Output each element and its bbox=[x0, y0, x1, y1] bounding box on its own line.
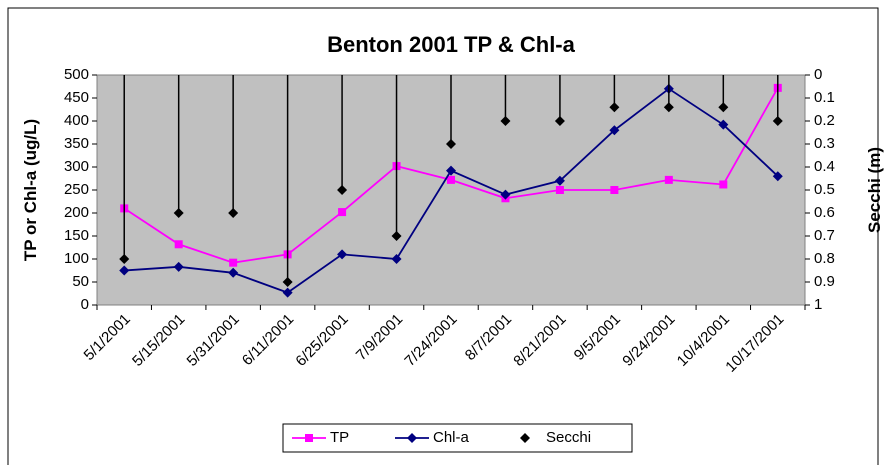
marker bbox=[554, 175, 565, 186]
y-tick-label: 450 bbox=[64, 89, 89, 106]
marker bbox=[447, 175, 455, 184]
marker bbox=[446, 139, 456, 149]
y2-tick-label: 0.7 bbox=[814, 227, 835, 244]
x-tick-label: 5/1/2001 bbox=[81, 311, 134, 364]
y2-tick-label: 0.4 bbox=[814, 158, 835, 175]
x-tick-label: 10/17/2001 bbox=[722, 311, 787, 376]
marker bbox=[500, 189, 511, 200]
y-tick-label: 150 bbox=[64, 227, 89, 244]
legend-label: TP bbox=[330, 429, 349, 446]
marker bbox=[337, 185, 348, 195]
y2-tick-label: 0.1 bbox=[814, 89, 835, 106]
y2-tick-label: 0 bbox=[814, 66, 822, 83]
y2-tick-label: 0.6 bbox=[814, 204, 835, 221]
y-axis-label: TP or Chl-a (ug/L) bbox=[21, 119, 40, 261]
marker bbox=[391, 231, 402, 241]
y-tick-label: 0 bbox=[81, 296, 89, 313]
x-tick-label: 5/15/2001 bbox=[129, 311, 188, 370]
marker bbox=[282, 287, 293, 298]
marker bbox=[119, 254, 130, 264]
y-tick-label: 50 bbox=[72, 273, 89, 290]
x-tick-label: 6/25/2001 bbox=[293, 311, 352, 370]
y-tick-label: 350 bbox=[64, 135, 89, 152]
x-tick-label: 9/24/2001 bbox=[619, 311, 678, 370]
x-tick-label: 8/7/2001 bbox=[462, 311, 515, 364]
y2-tick-label: 0.2 bbox=[814, 112, 835, 129]
marker bbox=[229, 258, 238, 267]
y-tick-label: 100 bbox=[64, 250, 89, 267]
y-tick-label: 200 bbox=[64, 204, 89, 221]
y2-tick-label: 0.9 bbox=[814, 273, 835, 290]
x-tick-label: 6/11/2001 bbox=[239, 311, 297, 369]
marker bbox=[718, 119, 729, 130]
legend-label: Secchi bbox=[546, 429, 591, 446]
y2-tick-label: 0.3 bbox=[814, 135, 835, 152]
legend bbox=[282, 423, 633, 453]
y2-tick-label: 0.5 bbox=[814, 181, 835, 198]
marker bbox=[407, 433, 417, 443]
marker bbox=[173, 208, 184, 218]
marker bbox=[772, 171, 783, 182]
marker bbox=[173, 261, 184, 272]
legend-label: Chl-a bbox=[433, 429, 470, 446]
marker bbox=[174, 240, 183, 249]
chart-title: Benton 2001 TP & Chl-a bbox=[327, 32, 576, 57]
x-tick-label: 7/9/2001 bbox=[353, 311, 406, 364]
marker bbox=[609, 125, 620, 136]
marker bbox=[228, 267, 239, 278]
x-tick-label: 9/5/2001 bbox=[571, 311, 624, 364]
y2-tick-label: 1 bbox=[814, 296, 822, 313]
marker bbox=[555, 186, 564, 194]
marker bbox=[664, 175, 673, 184]
marker bbox=[520, 433, 530, 443]
y-tick-label: 500 bbox=[64, 66, 89, 83]
marker bbox=[609, 102, 620, 113]
marker bbox=[718, 102, 729, 113]
marker bbox=[119, 265, 130, 276]
marker bbox=[391, 254, 402, 264]
y-tick-label: 400 bbox=[64, 112, 89, 129]
x-tick-label: 7/24/2001 bbox=[401, 311, 460, 370]
marker bbox=[338, 208, 347, 217]
y2-tick-label: 0.8 bbox=[814, 250, 835, 267]
y-tick-label: 300 bbox=[64, 158, 89, 175]
marker bbox=[305, 434, 313, 442]
x-tick-label: 5/31/2001 bbox=[184, 311, 243, 370]
marker bbox=[610, 186, 619, 194]
marker bbox=[772, 116, 783, 126]
marker bbox=[663, 102, 674, 113]
marker bbox=[446, 165, 456, 176]
marker bbox=[554, 116, 565, 126]
chart-border bbox=[7, 7, 879, 465]
x-tick-label: 8/21/2001 bbox=[510, 311, 569, 370]
y-tick-label: 250 bbox=[64, 181, 89, 198]
marker bbox=[500, 116, 511, 126]
marker bbox=[228, 208, 239, 218]
marker bbox=[719, 180, 728, 189]
marker bbox=[337, 249, 348, 260]
marker bbox=[282, 277, 293, 287]
y2-axis-label: Secchi (m) bbox=[865, 147, 884, 233]
